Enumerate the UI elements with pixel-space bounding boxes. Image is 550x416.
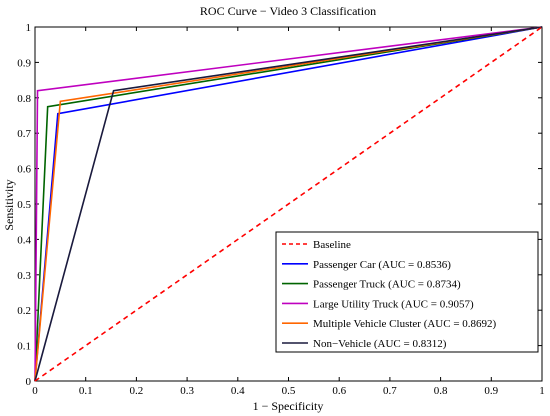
x-tick-label: 0.1 [79, 385, 93, 397]
x-tick-label: 0.2 [130, 385, 144, 397]
x-tick-label: 0.6 [332, 385, 346, 397]
y-tick-label: 0.3 [17, 270, 31, 282]
y-tick-label: 0.8 [17, 93, 31, 105]
x-axis-label: 1 − Specificity [253, 399, 324, 413]
series-layer [34, 26, 543, 382]
x-tick-label: 0.7 [383, 385, 397, 397]
y-tick-label: 0.5 [17, 199, 31, 211]
y-tick-label: 0.2 [17, 305, 31, 317]
series-line-5 [34, 26, 543, 382]
x-tick-label: 0.5 [282, 385, 296, 397]
x-tick-label: 1 [539, 385, 545, 397]
y-tick-label: 0 [26, 376, 32, 388]
y-tick-label: 1 [26, 22, 32, 34]
x-tick-label: 0 [32, 385, 38, 397]
series-line-3 [34, 26, 543, 382]
y-axis-label: Sensitivity [2, 179, 16, 230]
series-line-0 [34, 26, 543, 382]
y-tick-label: 0.4 [17, 234, 31, 246]
x-tick-label: 0.3 [180, 385, 194, 397]
series-line-2 [34, 26, 543, 382]
y-tick-label: 0.1 [17, 341, 31, 353]
series-line-4 [34, 26, 543, 382]
legend-label: Multiple Vehicle Cluster (AUC = 0.8692) [313, 318, 497, 330]
x-tick-label: 0.8 [434, 385, 448, 397]
legend-box [275, 231, 539, 353]
legend-label: Passenger Car (AUC = 0.8536) [313, 259, 451, 271]
legend-label: Baseline [313, 239, 351, 251]
chart-title: ROC Curve − Video 3 Classification [200, 4, 376, 18]
y-tick-label: 0.7 [17, 128, 31, 140]
y-tick-label: 0.6 [17, 164, 31, 176]
x-tick-label: 0.4 [231, 385, 245, 397]
ticks-layer: 0 0.1 0.2 0.3 0.4 0.5 0.6 0.7 0.8 0.9 1 0 0.1 0.2 0.3 0… [17, 22, 545, 397]
legend-label: Large Utility Truck (AUC = 0.9057) [313, 298, 474, 310]
legend-label: Passenger Truck (AUC = 0.8734) [313, 279, 461, 291]
x-tick-label: 0.9 [484, 385, 498, 397]
y-tick-label: 0.9 [17, 57, 31, 69]
legend-label: Non−Vehicle (AUC = 0.8312) [313, 338, 447, 350]
legend: Baseline Passenger Car (AUC = 0.8536) Pass… [275, 231, 539, 353]
